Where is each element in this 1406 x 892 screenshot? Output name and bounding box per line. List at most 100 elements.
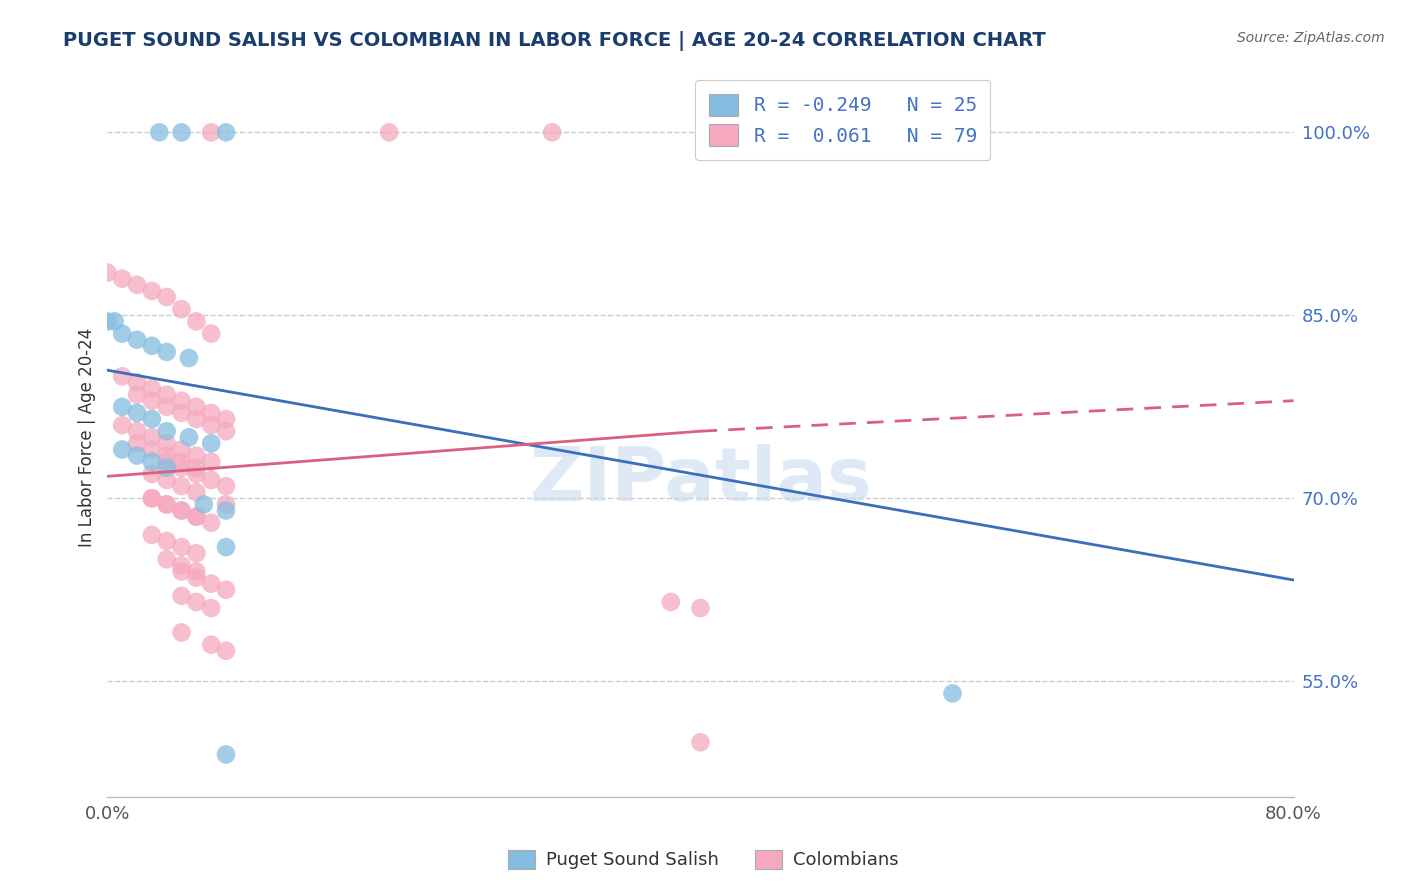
Point <box>156 552 179 566</box>
Point <box>186 509 208 524</box>
Point <box>200 473 222 487</box>
Point <box>200 436 222 450</box>
Y-axis label: In Labor Force | Age 20-24: In Labor Force | Age 20-24 <box>79 327 96 547</box>
Point <box>200 125 222 139</box>
Legend: R = -0.249   N = 25, R =  0.061   N = 79: R = -0.249 N = 25, R = 0.061 N = 79 <box>695 80 990 160</box>
Point <box>170 479 193 493</box>
Point <box>125 406 148 420</box>
Point <box>111 400 134 414</box>
Point <box>170 442 193 457</box>
Point <box>141 339 163 353</box>
Point <box>177 430 200 444</box>
Point <box>111 271 134 285</box>
Point <box>156 400 179 414</box>
Point <box>125 449 148 463</box>
Point <box>186 485 208 500</box>
Point <box>186 460 208 475</box>
Point <box>96 266 118 280</box>
Point <box>170 503 193 517</box>
Point <box>941 686 963 700</box>
Point <box>170 565 193 579</box>
Point <box>215 412 238 426</box>
Point <box>177 351 200 365</box>
Point <box>170 302 193 317</box>
Point <box>141 393 163 408</box>
Point <box>215 540 238 554</box>
Point <box>186 314 208 328</box>
Point <box>156 497 179 511</box>
Point <box>186 412 208 426</box>
Point <box>141 491 163 506</box>
Point <box>156 460 179 475</box>
Point <box>141 491 163 506</box>
Point <box>156 436 179 450</box>
Point <box>186 565 208 579</box>
Point <box>156 455 179 469</box>
Point <box>200 455 222 469</box>
Point <box>156 290 179 304</box>
Point <box>125 436 148 450</box>
Point <box>156 533 179 548</box>
Text: ZIPatlas: ZIPatlas <box>529 444 872 517</box>
Point <box>141 467 163 481</box>
Point <box>141 412 163 426</box>
Point <box>186 467 208 481</box>
Point <box>170 455 193 469</box>
Point <box>170 558 193 573</box>
Point <box>156 345 179 359</box>
Point <box>156 449 179 463</box>
Point <box>215 497 238 511</box>
Point <box>170 540 193 554</box>
Legend: Puget Sound Salish, Colombians: Puget Sound Salish, Colombians <box>499 840 907 879</box>
Point <box>111 442 134 457</box>
Point <box>541 125 564 139</box>
Point <box>125 277 148 292</box>
Point <box>111 369 134 384</box>
Point <box>141 430 163 444</box>
Point <box>689 601 711 615</box>
Point <box>125 376 148 390</box>
Point <box>186 449 208 463</box>
Point <box>125 333 148 347</box>
Point <box>186 509 208 524</box>
Point <box>170 393 193 408</box>
Point <box>148 125 170 139</box>
Point <box>378 125 401 139</box>
Point <box>200 406 222 420</box>
Point <box>186 546 208 560</box>
Point <box>215 582 238 597</box>
Point <box>104 314 127 328</box>
Point <box>111 418 134 433</box>
Point <box>186 595 208 609</box>
Point <box>125 387 148 401</box>
Point <box>156 473 179 487</box>
Point <box>156 497 179 511</box>
Text: Source: ZipAtlas.com: Source: ZipAtlas.com <box>1237 31 1385 45</box>
Point <box>778 125 800 139</box>
Point <box>659 595 682 609</box>
Point <box>200 516 222 530</box>
Point <box>200 638 222 652</box>
Point <box>215 479 238 493</box>
Point <box>186 400 208 414</box>
Point <box>193 497 215 511</box>
Point <box>215 125 238 139</box>
Point <box>200 601 222 615</box>
Point <box>141 455 163 469</box>
Point <box>215 424 238 438</box>
Point <box>170 460 193 475</box>
Point <box>170 625 193 640</box>
Point <box>170 125 193 139</box>
Point <box>215 747 238 762</box>
Point <box>200 576 222 591</box>
Point <box>689 735 711 749</box>
Point <box>170 406 193 420</box>
Point <box>156 424 179 438</box>
Point <box>96 314 118 328</box>
Point <box>215 503 238 517</box>
Text: PUGET SOUND SALISH VS COLOMBIAN IN LABOR FORCE | AGE 20-24 CORRELATION CHART: PUGET SOUND SALISH VS COLOMBIAN IN LABOR… <box>63 31 1046 51</box>
Point <box>141 528 163 542</box>
Point <box>170 589 193 603</box>
Point <box>141 284 163 298</box>
Point <box>200 326 222 341</box>
